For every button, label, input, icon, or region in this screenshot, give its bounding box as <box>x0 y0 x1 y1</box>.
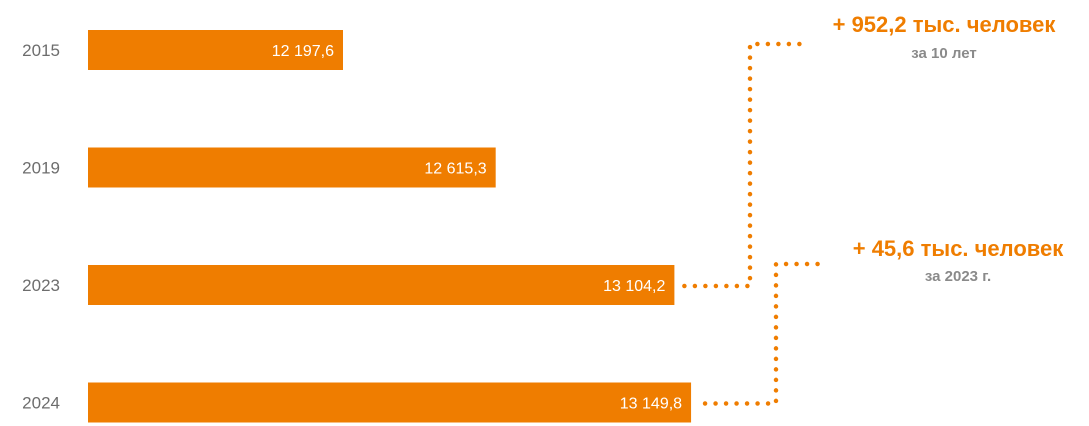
year-label: 2019 <box>22 159 60 178</box>
annotation-sub: за 10 лет <box>911 45 976 62</box>
bar <box>88 382 692 423</box>
bar-value-label: 13 104,2 <box>603 278 665 295</box>
year-label: 2023 <box>22 276 60 295</box>
bar <box>88 147 496 188</box>
bar <box>88 30 343 70</box>
annotation-main: + 952,2 тыс. человек <box>833 12 1057 37</box>
annotation-main: + 45,6 тыс. человек <box>853 236 1065 261</box>
annotations-group: + 952,2 тыс. человек за 10 лет + 45,6 тыс.… <box>833 12 1065 285</box>
bar-value-label: 13 149,8 <box>620 396 682 413</box>
year-label: 2024 <box>22 394 60 413</box>
bars-group: 2015 12 197,6 2019 12 615,3 2023 13 104,2 2024… <box>22 30 692 423</box>
annotation-sub: за 2023 г. <box>925 268 991 285</box>
bar-value-label: 12 197,6 <box>272 43 334 60</box>
connector-10-years <box>682 41 803 289</box>
bar-value-label: 12 615,3 <box>424 161 486 178</box>
bar <box>88 265 675 305</box>
connector-2023 <box>702 261 829 406</box>
year-label: 2015 <box>22 41 60 60</box>
connectors-group <box>682 41 829 406</box>
